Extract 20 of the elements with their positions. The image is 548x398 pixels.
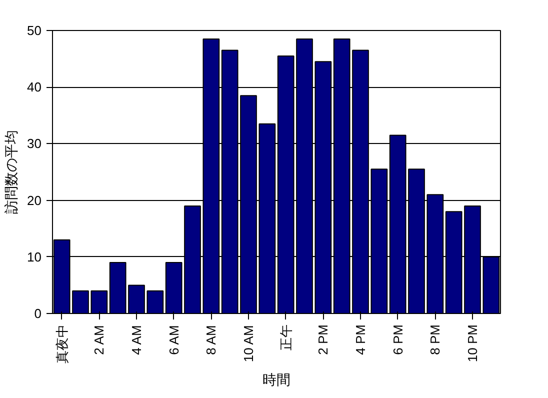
- x-tick-label: 2 PM: [316, 324, 331, 355]
- y-tick-label: 10: [27, 249, 42, 264]
- x-tick-label: 4 AM: [129, 325, 144, 355]
- x-tick-label: 10 PM: [465, 324, 480, 362]
- x-tick-label: 10 AM: [241, 325, 256, 362]
- x-tick-label: 6 AM: [166, 325, 182, 355]
- x-axis-title: 時間: [262, 372, 290, 388]
- x-tick-label: 8 AM: [204, 325, 219, 355]
- y-tick-label: 30: [27, 136, 42, 152]
- y-tick-label: 40: [27, 80, 42, 95]
- x-tick-label: 2 AM: [92, 325, 107, 355]
- x-tick-label: 4 PM: [353, 324, 368, 355]
- x-tick-label: 8 PM: [428, 324, 443, 355]
- x-tick-label: 真夜中: [54, 324, 70, 364]
- y-tick-label: 20: [27, 192, 42, 208]
- x-tick-label: 6 PM: [390, 324, 406, 355]
- y-tick-label: 0: [34, 306, 42, 321]
- y-axis-title: 訪問数の平均: [3, 130, 20, 214]
- x-tick-label: 正午: [278, 324, 294, 350]
- y-tick-label: 50: [27, 23, 42, 38]
